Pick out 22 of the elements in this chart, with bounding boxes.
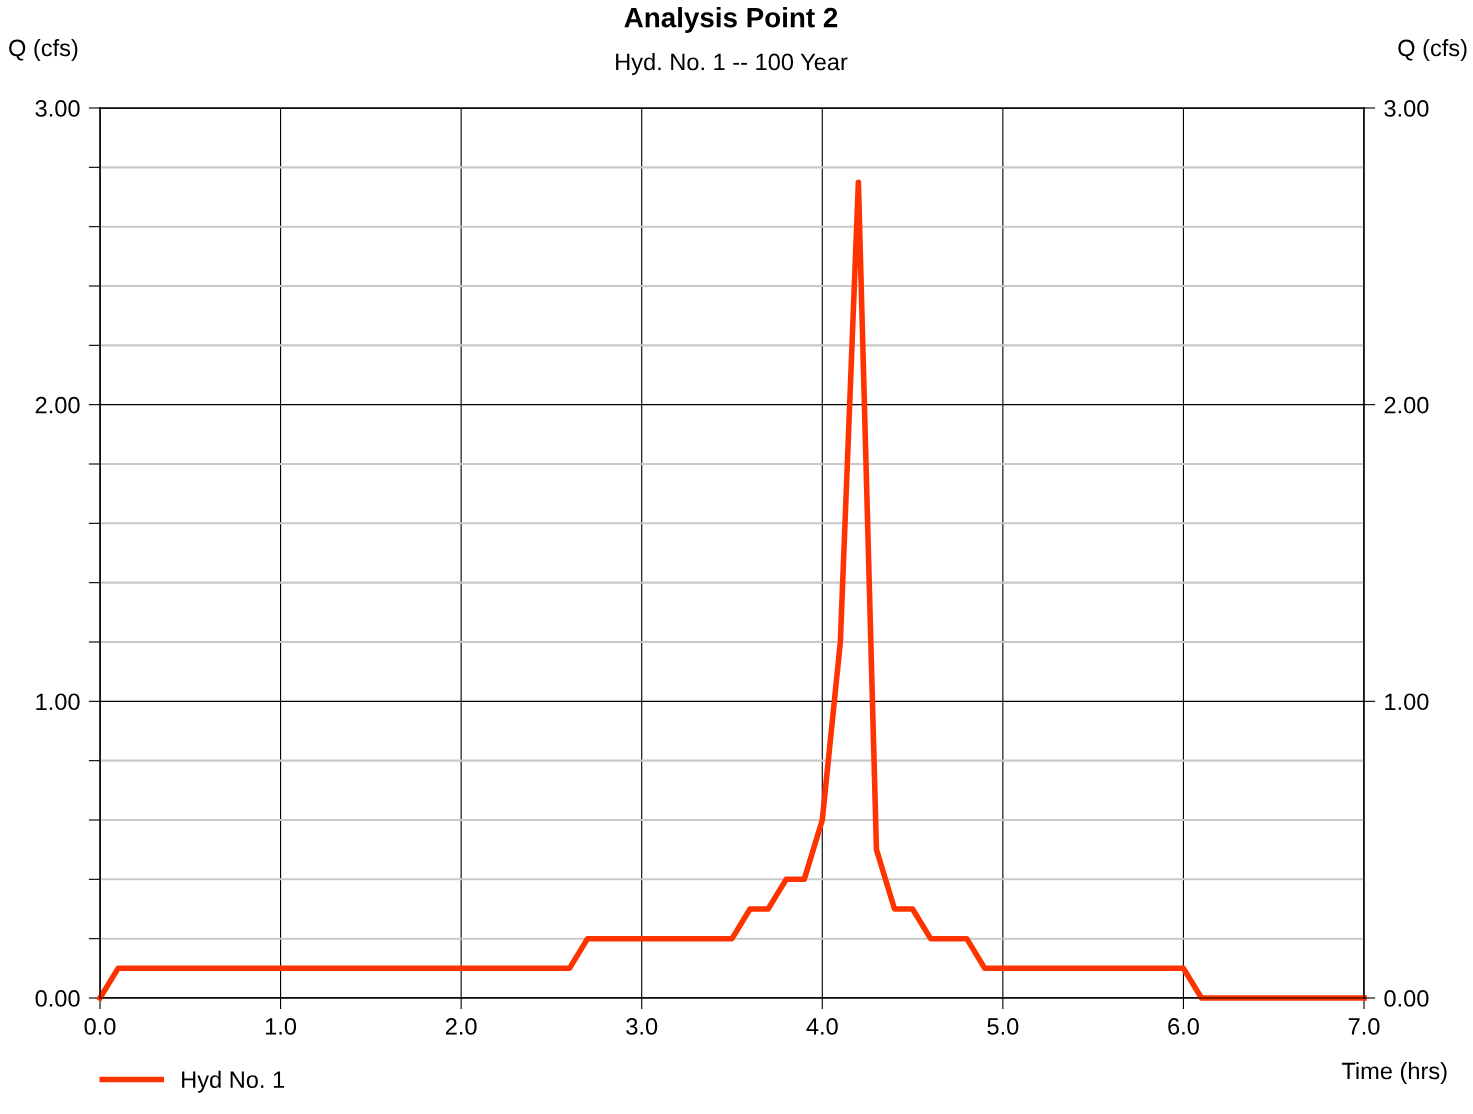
x-tick-label: 7.0	[1348, 1018, 1380, 1035]
y-axis-title: Q (cfs)	[9, 39, 78, 61]
x-tick-label: 4.0	[806, 1018, 838, 1035]
y-tick-label: 1.00	[36, 693, 80, 711]
chart-subtitle: Hyd. No. 1 -- 100 Year	[616, 53, 848, 76]
x-tick-label: 0.0	[84, 1018, 116, 1035]
legend-label: Hyd No. 1	[182, 1070, 285, 1093]
x-axis-title: Time (hrs)	[1341, 1061, 1447, 1084]
y-tick-label: 0.00	[35, 990, 80, 1007]
chart-title: Analysis Point 2	[624, 7, 838, 33]
x-tick-label: 3.0	[626, 1018, 658, 1035]
x-tick-label: 6.0	[1168, 1018, 1199, 1035]
x-tick-label: 1.0	[265, 1018, 297, 1035]
x-tick-label: 2.0	[445, 1018, 477, 1035]
y2-tick-label: 3.00	[1384, 100, 1429, 117]
y2-axis-title: Q (cfs)	[1398, 39, 1467, 61]
x-tick-label: 5.0	[987, 1018, 1019, 1035]
y2-tick-label: 1.00	[1385, 693, 1429, 711]
y-tick-label: 2.00	[35, 396, 80, 414]
y2-tick-label: 2.00	[1384, 396, 1429, 414]
y-tick-label: 3.00	[35, 100, 80, 117]
y2-tick-label: 0.00	[1384, 990, 1429, 1007]
